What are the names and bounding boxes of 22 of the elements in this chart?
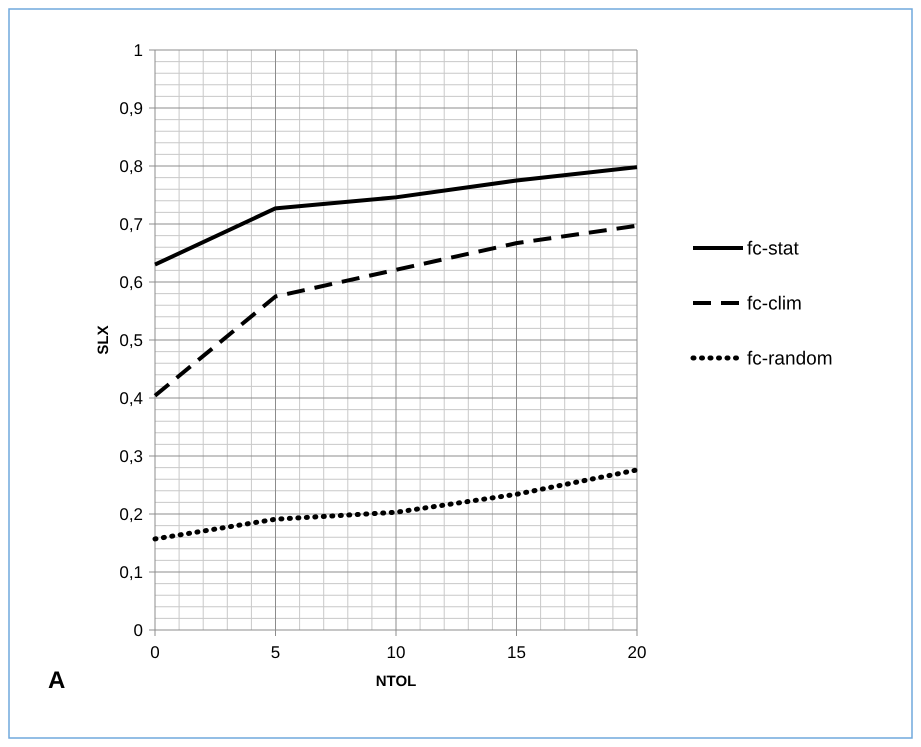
legend-label: fc-clim <box>747 294 802 315</box>
y-tick-label: 0,1 <box>119 562 143 582</box>
y-tick-label: 0,6 <box>119 272 143 292</box>
x-axis-title: NTOL <box>376 673 416 690</box>
x-tick-label: 5 <box>270 643 280 662</box>
text: A <box>48 667 66 694</box>
x-tick-label: 20 <box>628 643 646 662</box>
y-tick-label: 1 <box>134 40 143 60</box>
y-tick-label: 0,4 <box>119 388 143 408</box>
legend-label: fc-stat <box>747 238 800 260</box>
legend-label: fc-random <box>747 348 833 370</box>
y-tick-label: 0,8 <box>119 156 143 176</box>
x-tick-label: 15 <box>507 643 526 662</box>
y-tick-label: 0,5 <box>119 330 143 350</box>
y-tick-label: 0,3 <box>119 446 143 466</box>
x-tick-label: 10 <box>386 643 406 662</box>
x-tick-label: 0 <box>150 643 160 662</box>
y-tick-label: 0 <box>134 620 143 640</box>
y-tick-label: 0,2 <box>119 504 143 524</box>
y-tick-label: 0,9 <box>119 98 143 118</box>
y-tick-label: 0,7 <box>119 214 143 234</box>
y-axis-title: SLX <box>95 325 112 355</box>
